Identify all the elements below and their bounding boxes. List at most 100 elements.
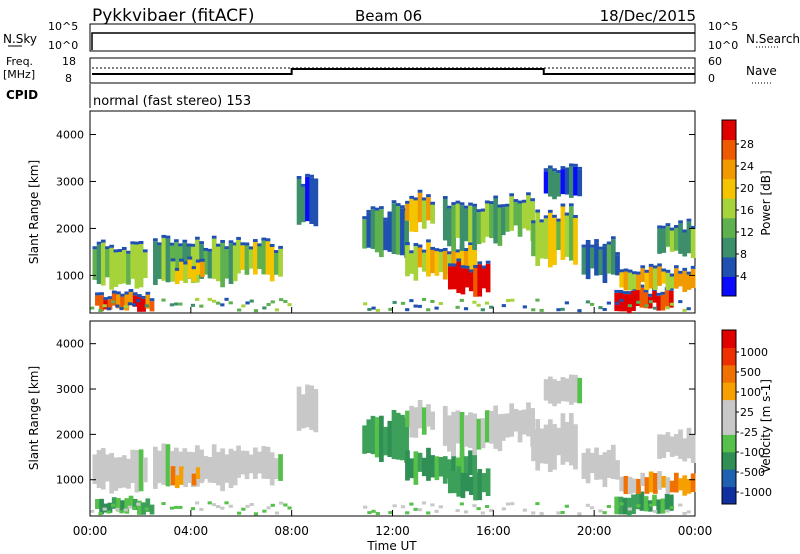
velocity-cell	[434, 509, 439, 513]
velocity-cell	[564, 504, 569, 508]
power-cell	[165, 238, 171, 283]
colorbar-tick-label: -500	[740, 466, 765, 479]
velocity-cell	[99, 498, 104, 515]
power-cell	[240, 245, 246, 270]
velocity-cell	[644, 507, 649, 511]
velocity-cell	[95, 499, 100, 509]
power-cell	[170, 261, 176, 282]
nave-tick-top: 60	[708, 55, 722, 68]
power-cell	[455, 249, 461, 253]
x-tick-label: 12:00	[375, 524, 410, 538]
power-cell	[261, 237, 267, 241]
power-cell	[594, 242, 599, 276]
velocity-cell	[216, 505, 221, 509]
power-cell	[619, 272, 625, 288]
power-cell	[463, 307, 469, 311]
power-cell	[199, 241, 204, 245]
power-cell	[618, 290, 624, 294]
y-tick-label: 3000	[56, 175, 84, 188]
power-cell	[639, 287, 645, 308]
power-cell	[665, 272, 671, 291]
power-cell	[224, 249, 230, 279]
power-cell	[190, 243, 196, 247]
power-cell	[405, 242, 410, 246]
velocity-cell	[577, 512, 582, 516]
power-cell	[556, 170, 562, 174]
velocity-cell	[686, 478, 692, 494]
power-cell	[568, 206, 574, 261]
velocity-cell	[265, 446, 271, 479]
velocity-cell	[560, 377, 566, 402]
velocity-cell	[526, 402, 531, 437]
velocity-cell	[468, 412, 473, 448]
power-cell	[421, 200, 427, 229]
power-cell	[200, 261, 205, 277]
power-cell	[413, 243, 419, 247]
velocity-cell	[413, 407, 419, 438]
velocity-cell	[484, 410, 490, 443]
power-cell	[631, 274, 637, 290]
velocity-cell	[635, 493, 641, 510]
velocity-cell	[476, 418, 482, 450]
velocity-cell	[451, 451, 457, 476]
velocity-cell	[472, 413, 478, 456]
power-cell	[510, 298, 515, 302]
power-cell	[517, 203, 523, 237]
power-cell	[500, 204, 506, 208]
velocity-cell	[253, 447, 258, 479]
power-cell	[682, 232, 688, 257]
power-cell	[379, 206, 384, 210]
power-cell	[363, 302, 368, 306]
power-cell	[105, 246, 110, 250]
velocity-cell	[400, 505, 406, 509]
power-cell	[543, 171, 549, 194]
power-cell	[661, 225, 667, 229]
power-cell	[564, 215, 570, 257]
velocity-cell	[556, 511, 561, 515]
power-cell	[130, 241, 136, 245]
velocity-cell	[262, 509, 267, 513]
x-tick-label: 04:00	[174, 524, 209, 538]
velocity-cell	[363, 505, 368, 509]
velocity-cell	[274, 458, 279, 480]
power-cell	[644, 304, 649, 308]
velocity-cell	[224, 501, 229, 505]
velocity-cell	[594, 447, 599, 480]
velocity-cell	[169, 506, 175, 510]
velocity-cell	[309, 385, 315, 431]
colorbar-swatch	[722, 256, 736, 277]
velocity-cell	[421, 457, 427, 477]
velocity-cell	[631, 494, 636, 515]
velocity-cell	[296, 386, 302, 431]
velocity-cell	[477, 469, 483, 501]
power-cell	[283, 300, 288, 304]
power-cell	[141, 298, 146, 312]
power-cell	[421, 297, 427, 301]
colorbar-swatch	[722, 120, 736, 141]
velocity-cell	[269, 452, 275, 486]
power-cell	[391, 203, 397, 255]
power-cell	[96, 244, 102, 284]
power-cell	[195, 259, 201, 263]
velocity-cell	[305, 384, 310, 428]
power-cell	[560, 307, 565, 311]
velocity-cell	[413, 507, 418, 511]
power-cell	[138, 244, 144, 288]
velocity-cell	[644, 477, 650, 494]
colorbar-tick-label: 24	[740, 160, 754, 173]
velocity-cell	[136, 502, 141, 506]
y-tick-label: 4000	[56, 338, 84, 351]
velocity-cell	[157, 450, 162, 484]
power-cell	[99, 295, 104, 312]
velocity-cell	[161, 502, 166, 506]
velocity-cell	[517, 410, 523, 443]
power-cell	[690, 265, 696, 269]
velocity-cell	[430, 411, 436, 430]
power-cell	[543, 215, 549, 219]
velocity-cell	[573, 424, 578, 470]
freq-trace	[92, 68, 695, 75]
velocity-cell	[463, 415, 469, 447]
velocity-cell	[442, 405, 448, 446]
velocity-cell	[391, 410, 397, 460]
nsky-tick-top: 10^5	[48, 20, 78, 33]
